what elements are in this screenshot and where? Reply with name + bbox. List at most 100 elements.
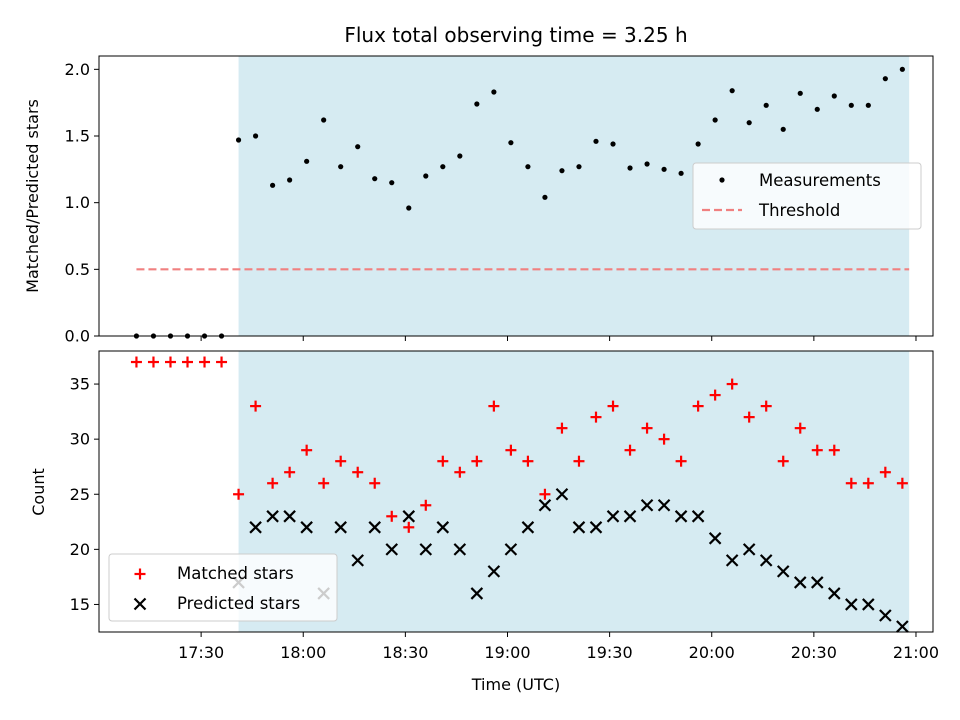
predicted-point <box>623 510 637 523</box>
measurement-point <box>848 102 854 108</box>
measurement-point <box>865 102 871 108</box>
matched-point <box>420 499 432 511</box>
matched-point <box>130 356 142 368</box>
predicted-point <box>283 510 296 523</box>
measurement-point <box>406 205 412 211</box>
measurement-point <box>423 173 429 179</box>
predicted-point <box>572 521 586 534</box>
legend-label-measurements: Measurements <box>759 171 881 190</box>
matched-point <box>522 455 534 467</box>
matched-point <box>896 477 908 489</box>
measurement-point <box>474 101 480 107</box>
y-axis-label-bottom: Count <box>29 468 48 516</box>
measurement-point <box>627 165 633 171</box>
matched-point <box>624 444 636 456</box>
legend-marker-matched <box>134 568 146 580</box>
measurement-point <box>593 138 599 144</box>
x-tick-label: 21:00 <box>893 643 939 662</box>
predicted-point <box>708 532 722 545</box>
measurement-point <box>287 177 293 183</box>
bottom-panel: 15 20 25 30 35 17:30 18:00 18:30 19:00 19:30 20:00… <box>70 350 939 662</box>
matched-point <box>777 455 789 467</box>
matched-point <box>658 433 670 445</box>
y-tick-label: 30 <box>70 430 90 449</box>
measurement-point <box>712 117 718 123</box>
matched-point <box>335 455 347 467</box>
matched-point <box>199 356 211 368</box>
legend-bottom: Matched stars Predicted stars <box>108 553 338 622</box>
matched-point <box>743 411 755 423</box>
legend-box <box>108 553 338 622</box>
predicted-point <box>334 521 347 534</box>
measurement-point <box>457 153 463 159</box>
measurement-point <box>252 133 259 139</box>
predicted-point <box>385 543 399 556</box>
predicted-point <box>691 510 705 523</box>
x-tick-label: 19:30 <box>587 643 633 662</box>
matched-point <box>641 422 653 434</box>
predicted-point <box>555 487 569 501</box>
matched-point <box>879 466 891 478</box>
matched-point <box>573 455 585 467</box>
predicted-point <box>351 554 364 567</box>
legend-label-threshold: Threshold <box>758 201 840 220</box>
chart-title: Flux total observing time = 3.25 h <box>344 23 687 47</box>
measurement-point <box>559 168 565 174</box>
matched-point <box>147 356 159 368</box>
legend-box <box>692 162 922 230</box>
predicted-point <box>453 543 467 556</box>
measurement-point <box>678 170 684 176</box>
measurement-point <box>661 166 667 172</box>
predicted-point <box>436 521 450 534</box>
measurement-point <box>882 76 888 82</box>
y-tick-label: 35 <box>70 375 90 394</box>
measurement-point <box>576 164 582 170</box>
predicted-point <box>674 510 688 523</box>
measurement-point <box>797 90 803 96</box>
matched-point <box>556 422 568 434</box>
predicted-point <box>896 620 909 633</box>
predicted-point <box>776 565 790 578</box>
predicted-point <box>793 576 807 589</box>
matched-point <box>454 466 466 478</box>
predicted-point <box>266 510 279 523</box>
predicted-point <box>640 498 654 512</box>
matched-point <box>233 488 245 500</box>
matched-point <box>216 356 228 368</box>
x-tick-label: 20:30 <box>791 643 837 662</box>
predicted-point <box>402 510 416 523</box>
y-tick-label: 1.0 <box>65 193 90 212</box>
measurement-point <box>610 141 616 147</box>
matched-point <box>607 400 619 412</box>
measurement-point <box>746 120 752 126</box>
matched-point <box>182 356 194 368</box>
y-tick-label: 1.5 <box>65 127 90 146</box>
bottom-plot-frame <box>98 350 934 633</box>
predicted-point <box>300 521 313 534</box>
predicted-point <box>504 543 518 556</box>
measurement-point <box>304 158 310 164</box>
measurement-point <box>695 141 701 147</box>
x-tick-label: 19:00 <box>484 643 530 662</box>
measurement-point <box>355 144 361 150</box>
predicted-point <box>862 598 875 611</box>
matched-point <box>369 477 381 489</box>
measurement-point <box>831 93 837 99</box>
predicted-point <box>725 554 739 567</box>
legend-label-predicted: Predicted stars <box>177 594 300 613</box>
y-tick-label: 2.0 <box>65 60 90 79</box>
predicted-point <box>368 521 382 534</box>
predicted-point <box>742 543 756 556</box>
matched-point <box>692 400 704 412</box>
matched-point <box>675 455 687 467</box>
matched-point <box>760 400 772 412</box>
x-tick-label: 18:00 <box>280 643 326 662</box>
predicted-point <box>487 565 501 578</box>
x-axis-label: Time (UTC) <box>471 675 560 694</box>
matched-point <box>318 477 330 489</box>
y-tick-label: 20 <box>70 540 90 559</box>
predicted-point <box>521 521 535 534</box>
predicted-point <box>879 609 892 622</box>
matched-point <box>437 455 449 467</box>
